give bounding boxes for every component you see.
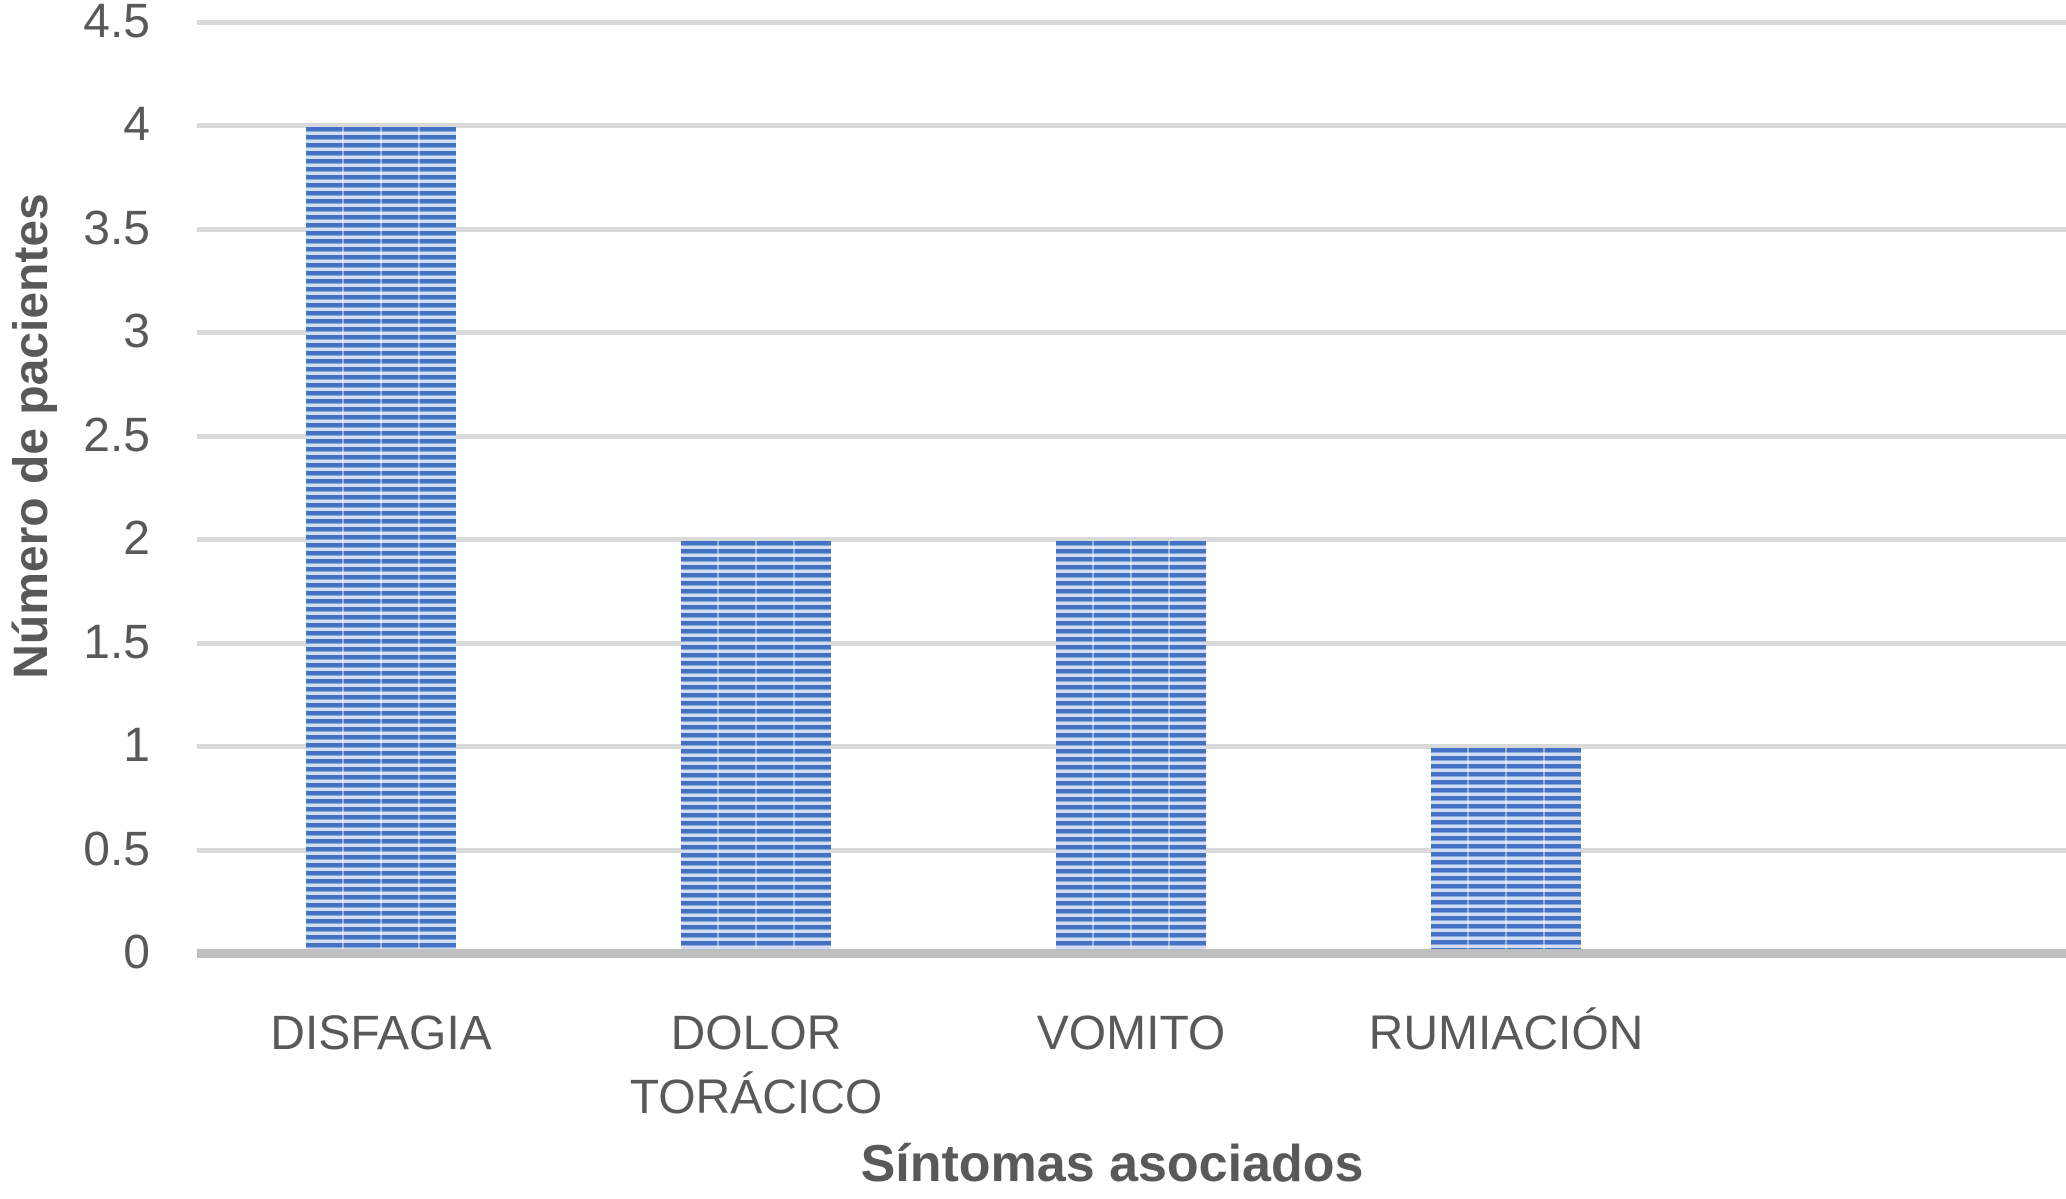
gridline	[197, 19, 2066, 25]
gridline	[197, 433, 2066, 439]
y-tick-label: 3.5	[83, 201, 150, 255]
x-axis-line	[197, 949, 2066, 958]
gridline	[197, 537, 2066, 542]
gridline	[197, 123, 2066, 128]
gridline	[197, 330, 2066, 335]
y-tick-label: 3	[123, 305, 150, 358]
y-tick-label: 1	[123, 719, 150, 772]
bar-dolor-torácico	[681, 541, 831, 949]
gridline	[197, 226, 2066, 232]
x-axis-title: Síntomas asociados	[860, 1135, 1364, 1193]
y-tick-label: 1.5	[83, 615, 150, 669]
y-tick-label: 2.5	[83, 408, 150, 462]
bar-vomito	[1056, 541, 1206, 949]
y-tick-label: 4	[123, 98, 150, 151]
y-tick-label: 4.5	[83, 0, 150, 48]
bar-disfagia	[306, 127, 456, 949]
category-label: VOMITO	[1036, 1007, 1226, 1060]
y-tick-label: 0	[123, 926, 150, 979]
bar-rumiación	[1431, 748, 1581, 949]
y-tick-label: 2	[123, 512, 150, 565]
y-tick-label: 0.5	[83, 822, 150, 876]
category-label: DISFAGIA	[270, 1007, 492, 1060]
category-label: DOLOR TORÁCICO	[629, 1007, 883, 1124]
category-label: RUMIACIÓN	[1368, 1007, 1644, 1060]
